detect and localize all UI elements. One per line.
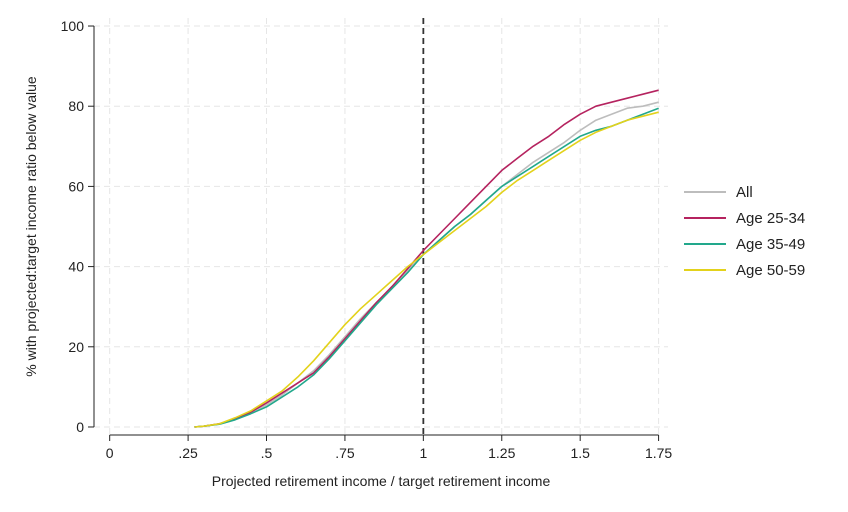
x-axis-ticks: 0 .25 .5 .75 1 1.25 1.5 1.75: [106, 435, 672, 461]
x-tick-label: 1.25: [488, 445, 515, 461]
legend-label-age-35-49: Age 35-49: [736, 236, 805, 253]
x-tick-label: 1.75: [645, 445, 672, 461]
y-tick-label: 60: [68, 178, 84, 194]
series-line-age-25-34: [194, 89, 659, 428]
y-tick-label: 40: [68, 259, 84, 275]
y-tick-label: 100: [61, 18, 85, 34]
x-tick-label: 0: [106, 445, 114, 461]
legend-label-age-25-34: Age 25-34: [736, 210, 805, 227]
x-tick-label: .75: [335, 445, 355, 461]
y-tick-label: 0: [76, 419, 84, 435]
axes: [93, 26, 659, 436]
y-axis-ticks: 0 20 40 60 80 100: [61, 18, 94, 435]
x-tick-label: .25: [178, 445, 198, 461]
x-axis-title: Projected retirement income / target ret…: [212, 473, 551, 489]
legend-label-all: All: [736, 184, 753, 201]
grid: [94, 18, 668, 435]
legend: All Age 25-34 Age 35-49 Age 50-59: [684, 184, 805, 279]
series-line-age-50-59: [194, 111, 659, 428]
y-tick-label: 80: [68, 98, 84, 114]
series-group: [194, 89, 659, 428]
y-axis-title: % with projected:target income ratio bel…: [23, 76, 39, 377]
x-tick-label: 1.5: [570, 445, 590, 461]
x-tick-label: 1: [419, 445, 427, 461]
legend-label-age-50-59: Age 50-59: [736, 262, 805, 279]
x-tick-label: .5: [261, 445, 273, 461]
y-tick-label: 20: [68, 339, 84, 355]
